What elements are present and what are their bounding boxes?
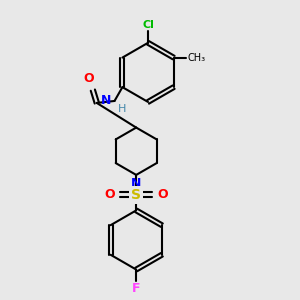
Text: N: N [101,94,112,107]
Text: Cl: Cl [142,20,154,30]
Text: O: O [84,72,94,85]
Text: CH₃: CH₃ [188,52,206,63]
Text: H: H [118,104,126,114]
Text: O: O [105,188,116,201]
Text: O: O [157,188,167,201]
Text: S: S [131,188,141,202]
Text: F: F [132,282,140,296]
Text: N: N [131,177,141,190]
